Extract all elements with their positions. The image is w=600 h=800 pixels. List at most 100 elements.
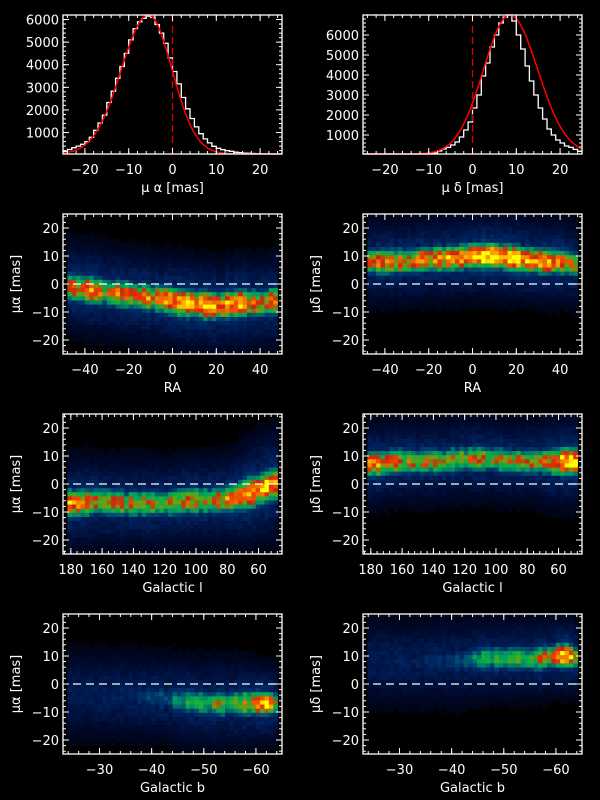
heatmap-cell [472, 296, 478, 301]
heatmap-cell [402, 438, 408, 444]
heatmap-cell [207, 500, 213, 505]
heatmap-cell [516, 214, 521, 219]
heatmap-cell [411, 238, 416, 244]
heatmap-cell [84, 500, 90, 505]
heatmap-cell [67, 321, 73, 326]
heatmap-cell [181, 325, 186, 330]
heatmap-cell [115, 333, 121, 338]
heatmap-cell [411, 296, 416, 301]
heatmap-cell [246, 455, 252, 460]
heatmap-cell [490, 234, 495, 240]
heatmap-cell [273, 341, 278, 347]
heatmap-cell [229, 255, 235, 260]
heatmap-cell [402, 242, 408, 248]
heatmap-cell [406, 451, 412, 456]
heatmap-cell [264, 525, 270, 530]
heatmap-cell [229, 508, 235, 514]
heatmap-cell [220, 267, 226, 272]
heatmap-cell [146, 259, 151, 264]
heatmap-cell [163, 475, 169, 481]
heatmap-cell [568, 308, 574, 314]
heatmap-cell [128, 500, 134, 505]
heatmap-cell [119, 533, 125, 538]
heatmap-cell [98, 259, 103, 264]
heatmap-cell [106, 525, 112, 530]
heatmap-cell [185, 459, 191, 464]
heatmap-cell [124, 263, 129, 268]
heatmap-cell [172, 484, 178, 489]
heatmap-cell [80, 246, 86, 252]
heatmap-cell [211, 541, 217, 547]
heatmap-cell [225, 300, 230, 305]
heatmap-cell [490, 263, 495, 268]
heatmap-cell [203, 484, 208, 489]
heatmap-cell [154, 329, 160, 334]
heatmap-cell [494, 300, 500, 305]
heatmap-cell [159, 251, 165, 256]
heatmap-cell [441, 418, 447, 423]
heatmap-cell [128, 275, 134, 281]
heatmap-cell [128, 451, 134, 456]
heatmap-cell [128, 504, 134, 510]
heatmap-cell [89, 484, 94, 489]
histogram-bin [560, 143, 564, 154]
heatmap-cell [402, 463, 408, 468]
heatmap-cell [119, 263, 125, 268]
heatmap-cell [207, 312, 213, 318]
heatmap-cell [371, 484, 377, 489]
heatmap-cell [220, 533, 226, 538]
heatmap-cell [119, 337, 125, 342]
heatmap-cell [367, 222, 373, 227]
heatmap-cell [98, 308, 103, 314]
heatmap-cell [490, 304, 495, 310]
heatmap-cell [450, 467, 456, 472]
heatmap-cell [520, 255, 526, 260]
heatmap-cell [168, 446, 173, 452]
heatmap-cell [176, 463, 182, 468]
heatmap-cell [441, 508, 447, 514]
heatmap-cell [529, 263, 535, 268]
heatmap-cell [146, 484, 151, 489]
heatmap-cell [124, 479, 129, 485]
heatmap-cell [211, 471, 217, 477]
y-tick-label: 20 [42, 422, 59, 437]
heatmap-cell [233, 308, 239, 314]
heatmap-cell [376, 475, 381, 481]
heatmap-cell [102, 284, 108, 289]
heatmap-cell [106, 321, 112, 326]
heatmap-cell [89, 329, 94, 334]
heatmap-cell [115, 533, 121, 538]
heatmap-cell [481, 304, 486, 310]
x-tick-label: −20 [415, 363, 442, 378]
heatmap-cell [273, 521, 278, 526]
heatmap-cell [520, 267, 526, 272]
heatmap-cell [181, 496, 186, 501]
heatmap-cell [264, 484, 270, 489]
heatmap-cell [525, 238, 530, 244]
heatmap-cell [141, 325, 147, 330]
heatmap-cell [273, 541, 278, 547]
heatmap-cell [384, 271, 390, 277]
heatmap-cell [393, 288, 399, 293]
heatmap-cell [367, 492, 373, 497]
heatmap-cell [454, 418, 460, 423]
heatmap-cell [172, 467, 178, 472]
heatmap-cell [450, 246, 456, 252]
heatmap-cell [185, 321, 191, 326]
heatmap-cell [246, 508, 252, 514]
heatmap-cell [428, 500, 434, 505]
heatmap-cell [211, 492, 217, 497]
heatmap-cell [538, 218, 543, 223]
heatmap-cell [150, 325, 156, 330]
heatmap-cell [494, 226, 500, 231]
heatmap-cell [168, 259, 173, 264]
heatmap-cell [211, 496, 217, 501]
heatmap-cell [564, 230, 570, 235]
heatmap-cell [384, 463, 390, 468]
heatmap-cell [251, 275, 257, 281]
heatmap-cell [490, 255, 495, 260]
heatmap-cell [185, 271, 191, 277]
heatmap-cell [402, 442, 408, 448]
heatmap-cell [146, 467, 151, 472]
heatmap-cell [450, 414, 456, 419]
